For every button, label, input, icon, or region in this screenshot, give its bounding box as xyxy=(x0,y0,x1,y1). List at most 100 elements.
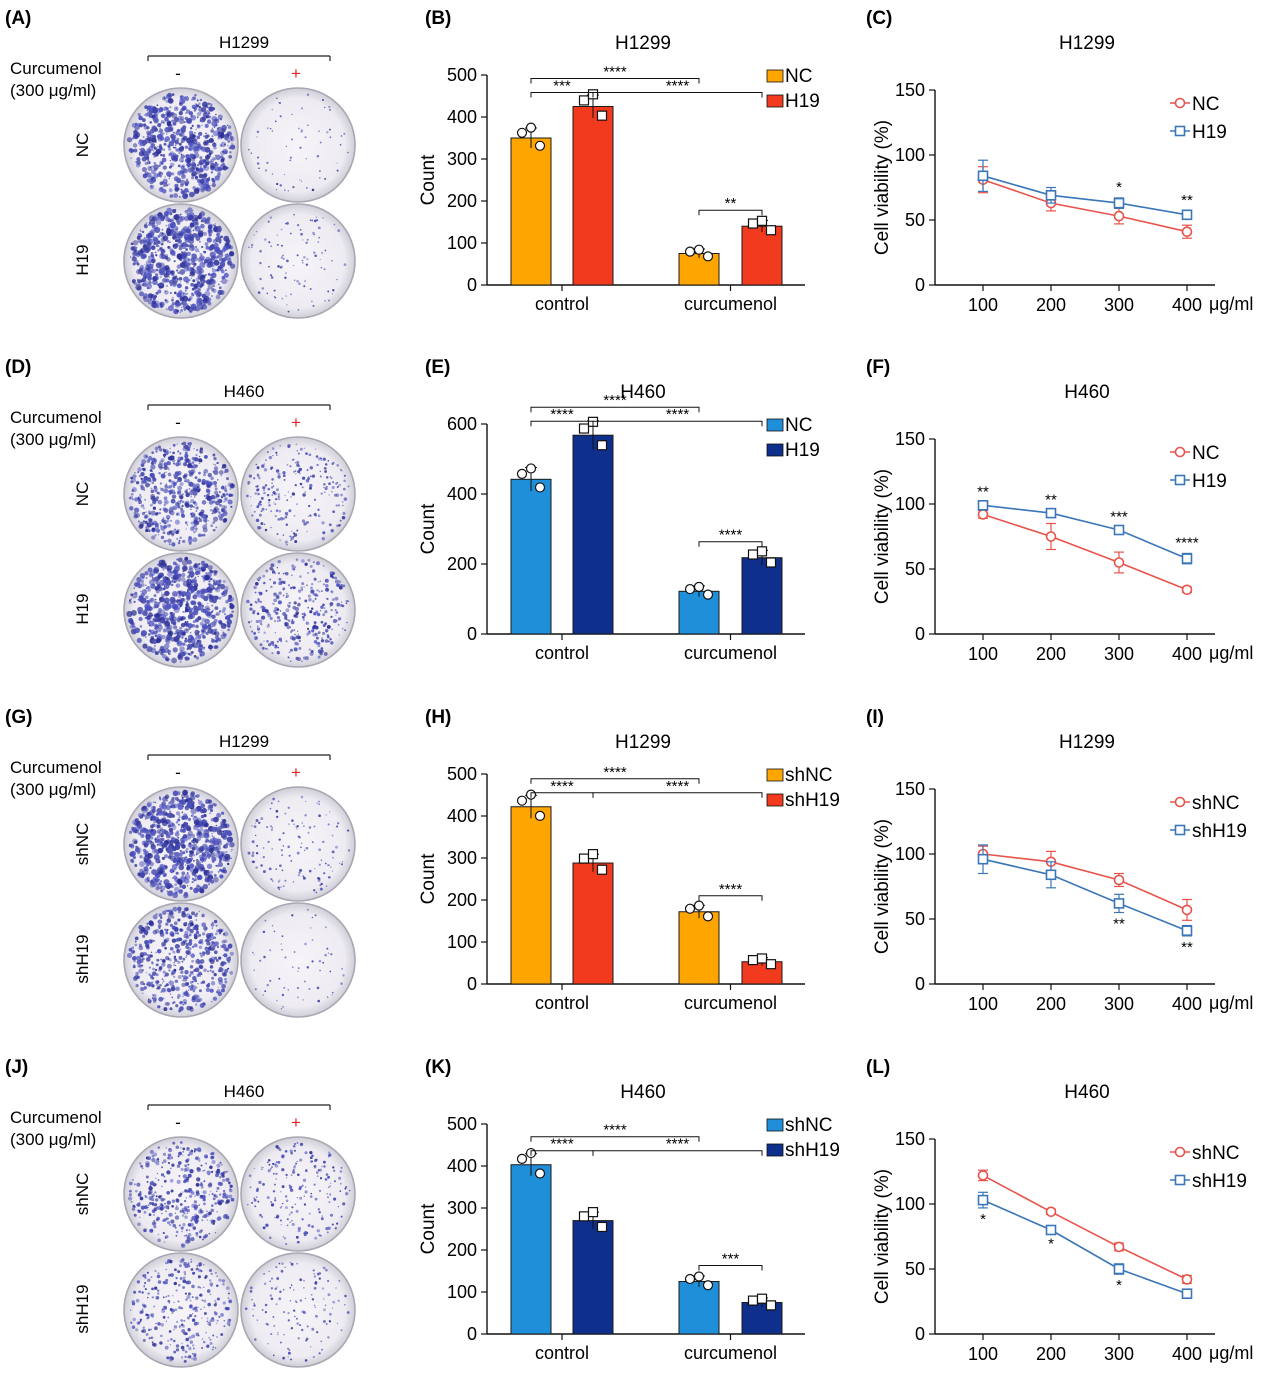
colony xyxy=(196,884,200,887)
colony xyxy=(338,862,341,864)
colony xyxy=(168,489,173,495)
colony xyxy=(224,497,227,501)
colony xyxy=(132,498,135,501)
treatment-dose: (300 μg/ml) xyxy=(10,430,96,449)
colony xyxy=(149,141,152,144)
colony xyxy=(290,620,295,625)
colony xyxy=(198,107,204,112)
colony xyxy=(136,637,142,643)
colony xyxy=(143,237,146,239)
colony xyxy=(175,471,178,474)
colony xyxy=(169,291,172,295)
colony xyxy=(322,457,326,461)
colony xyxy=(185,491,189,494)
colony xyxy=(278,888,281,891)
colony xyxy=(329,811,331,813)
colony xyxy=(193,943,198,948)
colony xyxy=(221,592,225,596)
colony xyxy=(309,219,312,221)
colony xyxy=(223,505,228,509)
colony xyxy=(202,147,205,150)
colony xyxy=(137,497,140,500)
colony xyxy=(222,518,227,523)
colony xyxy=(192,642,199,649)
colony xyxy=(271,494,274,496)
x-tick-label: 200 xyxy=(1036,295,1066,315)
colony xyxy=(176,932,180,935)
colony xyxy=(272,454,274,457)
colony xyxy=(211,856,217,862)
colony xyxy=(259,500,262,504)
colony xyxy=(177,271,180,275)
colony xyxy=(133,960,136,963)
colony xyxy=(284,540,288,544)
colony xyxy=(157,305,160,308)
colony xyxy=(140,987,145,992)
colony xyxy=(289,159,292,162)
colony xyxy=(200,282,205,287)
colony xyxy=(136,577,142,583)
colony xyxy=(214,842,216,845)
colony xyxy=(195,236,201,241)
colony xyxy=(148,529,151,532)
colony xyxy=(190,282,194,287)
colony xyxy=(329,605,332,607)
colony xyxy=(207,799,212,804)
colony xyxy=(147,238,152,243)
colony xyxy=(207,273,211,276)
colony xyxy=(140,484,144,488)
colony xyxy=(290,138,294,141)
colony xyxy=(312,231,315,235)
colony xyxy=(168,801,172,805)
colony xyxy=(151,823,156,827)
bracket-line xyxy=(530,778,700,784)
colony xyxy=(284,812,287,815)
colony xyxy=(329,638,332,641)
colony xyxy=(138,832,142,836)
colony xyxy=(275,97,278,100)
colony xyxy=(180,800,185,805)
bar xyxy=(741,557,783,635)
colony xyxy=(185,945,190,949)
colony xyxy=(214,852,221,858)
colony xyxy=(178,852,183,857)
colony xyxy=(196,507,199,509)
colony xyxy=(306,520,309,524)
colony xyxy=(191,945,195,949)
legend-label: shH19 xyxy=(1192,821,1247,842)
colony xyxy=(272,602,275,605)
culture-dish xyxy=(123,902,239,1018)
colony xyxy=(154,251,157,254)
colony xyxy=(165,580,172,586)
colony xyxy=(330,866,332,868)
colony xyxy=(216,229,221,235)
colony xyxy=(228,841,235,848)
colony xyxy=(171,577,173,579)
y-tick-label: 150 xyxy=(895,80,925,100)
colony xyxy=(175,530,179,535)
colony xyxy=(314,597,317,600)
colony xyxy=(186,954,188,956)
category-label: control xyxy=(535,643,589,663)
colony xyxy=(225,492,229,496)
data-point xyxy=(1113,210,1125,222)
bar xyxy=(572,106,614,286)
colony xyxy=(142,827,147,832)
colony xyxy=(220,623,227,629)
colony xyxy=(207,565,213,571)
colony xyxy=(210,923,215,927)
colony xyxy=(170,484,173,487)
colony xyxy=(287,989,290,991)
colony xyxy=(146,841,148,844)
colony xyxy=(324,300,326,302)
colony xyxy=(337,504,340,507)
y-tick-label: 150 xyxy=(895,429,925,449)
colony xyxy=(140,590,142,593)
bar xyxy=(741,225,783,286)
colony xyxy=(223,939,228,944)
colony xyxy=(217,289,223,296)
line-path xyxy=(982,853,1188,911)
colony xyxy=(227,959,231,964)
colony xyxy=(298,282,301,285)
colony xyxy=(159,983,162,987)
